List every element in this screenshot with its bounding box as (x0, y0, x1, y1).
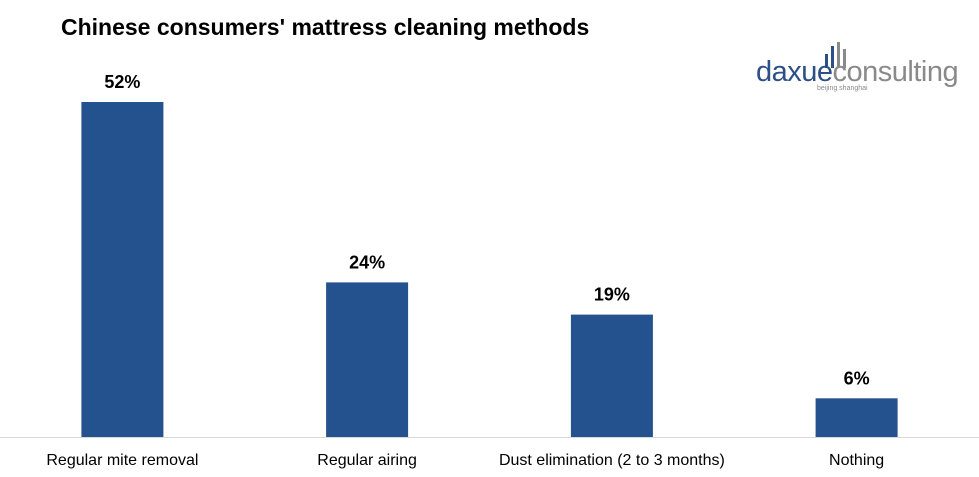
logo-text-consulting: consulting (832, 56, 959, 88)
bar-2 (326, 282, 409, 437)
logo-tagline: beijing shanghai (817, 85, 868, 92)
category-label-2: Regular airing (317, 452, 417, 469)
category-label-1: Regular mite removal (46, 452, 198, 469)
daxue-consulting-logo: daxueconsulting beijing shanghai (756, 42, 971, 98)
logo-wordmark: daxueconsulting (756, 56, 959, 89)
chart-title: Chinese consumers' mattress cleaning met… (61, 14, 590, 40)
category-label-4: Nothing (829, 452, 884, 469)
bar-4 (815, 398, 898, 437)
bar-value-label-4: 6% (844, 368, 870, 388)
logo-text-daxue: daxue (756, 56, 833, 88)
category-label-3: Dust elimination (2 to 3 months) (499, 452, 725, 469)
logo-bars-icon (825, 42, 846, 68)
bar-value-label-1: 52% (104, 72, 140, 92)
bar-value-label-2: 24% (349, 252, 385, 272)
bar-3 (570, 314, 653, 437)
bar-1 (81, 102, 164, 437)
bar-value-label-3: 19% (594, 285, 630, 305)
